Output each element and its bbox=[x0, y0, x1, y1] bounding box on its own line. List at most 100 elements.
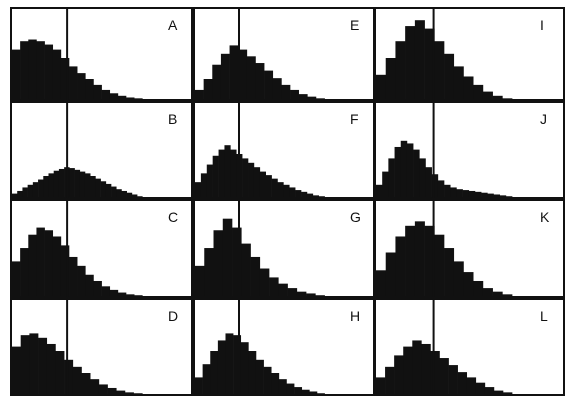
bar-j-9 bbox=[425, 167, 432, 198]
bar-k-14 bbox=[502, 294, 513, 297]
bar-d-6 bbox=[55, 351, 65, 395]
bar-e-2 bbox=[203, 79, 213, 100]
bar-j-12 bbox=[444, 184, 451, 198]
bar-f-5 bbox=[218, 149, 225, 198]
panel-frame-b bbox=[10, 101, 193, 199]
bar-j-15 bbox=[462, 190, 470, 198]
bar-j-4 bbox=[394, 146, 402, 198]
bar-f-9 bbox=[242, 158, 249, 198]
bar-j-18 bbox=[481, 192, 488, 198]
bar-e-7 bbox=[246, 56, 256, 100]
bar-i-1 bbox=[376, 74, 387, 100]
bar-g-9 bbox=[269, 277, 279, 297]
bar-f-1 bbox=[195, 182, 202, 198]
panel-h: H bbox=[193, 298, 375, 396]
bar-a-6 bbox=[52, 49, 62, 100]
panel-l: L bbox=[374, 298, 565, 396]
bar-k-8 bbox=[444, 248, 455, 297]
panel-e: E bbox=[193, 7, 375, 101]
bar-a-5 bbox=[44, 44, 54, 100]
bar-e-11 bbox=[281, 84, 291, 100]
bar-c-15 bbox=[126, 294, 135, 297]
bar-f-15 bbox=[277, 182, 284, 198]
bar-g-3 bbox=[213, 230, 224, 297]
bar-i-8 bbox=[444, 53, 455, 100]
bar-j-1 bbox=[376, 184, 383, 198]
bar-h-4 bbox=[217, 340, 226, 395]
bar-d-5 bbox=[46, 343, 56, 395]
bar-e-14 bbox=[307, 96, 317, 100]
bar-h-11 bbox=[271, 373, 280, 395]
bar-f-18 bbox=[295, 190, 302, 198]
bar-b-8 bbox=[48, 173, 54, 198]
bar-d-8 bbox=[72, 366, 82, 395]
bar-a-14 bbox=[117, 95, 127, 100]
bar-c-14 bbox=[117, 292, 127, 297]
bar-g-6 bbox=[241, 243, 251, 297]
bar-h-12 bbox=[278, 379, 287, 395]
bar-k-9 bbox=[453, 261, 464, 297]
bar-f-13 bbox=[265, 175, 272, 198]
bar-j-10 bbox=[431, 174, 439, 198]
bar-b-13 bbox=[74, 169, 81, 198]
bar-c-6 bbox=[52, 236, 62, 297]
bar-d-13 bbox=[116, 390, 126, 395]
bar-a-3 bbox=[28, 39, 37, 100]
bar-j-19 bbox=[487, 193, 494, 198]
bar-h-6 bbox=[233, 335, 242, 395]
bar-b-22 bbox=[121, 190, 127, 198]
bar-b-12 bbox=[69, 168, 75, 198]
panel-label-d: D bbox=[168, 308, 178, 324]
bar-i-2 bbox=[385, 58, 396, 100]
bar-c-13 bbox=[109, 289, 119, 297]
bar-f-21 bbox=[312, 195, 320, 198]
bar-g-8 bbox=[259, 268, 270, 297]
bar-b-3 bbox=[22, 187, 28, 198]
panel-f: F bbox=[193, 101, 375, 199]
bar-j-6 bbox=[406, 143, 414, 198]
bar-b-16 bbox=[90, 176, 96, 198]
bar-i-4 bbox=[405, 26, 416, 100]
bar-a-7 bbox=[60, 58, 70, 100]
bar-e-6 bbox=[238, 49, 248, 100]
bar-h-5 bbox=[225, 333, 234, 395]
bar-f-19 bbox=[301, 191, 308, 198]
bar-k-12 bbox=[482, 288, 493, 297]
bar-b-20 bbox=[111, 186, 117, 198]
bar-c-12 bbox=[101, 286, 111, 297]
panel-b: B bbox=[10, 101, 193, 199]
bar-c-2 bbox=[20, 248, 29, 297]
bar-e-13 bbox=[298, 94, 308, 100]
bar-c-1 bbox=[12, 261, 21, 297]
panel-label-l: L bbox=[540, 308, 548, 324]
bar-f-3 bbox=[206, 164, 213, 198]
bar-j-5 bbox=[400, 140, 408, 198]
bar-h-16 bbox=[309, 391, 318, 395]
bar-d-1 bbox=[12, 346, 21, 395]
bar-b-7 bbox=[43, 176, 49, 198]
bar-k-11 bbox=[473, 280, 484, 297]
bar-l-10 bbox=[457, 372, 468, 395]
bar-b-19 bbox=[105, 183, 112, 198]
bar-b-21 bbox=[116, 189, 122, 198]
bar-f-11 bbox=[253, 167, 261, 198]
bar-b-4 bbox=[27, 184, 34, 198]
bar-e-1 bbox=[195, 89, 204, 100]
bar-l-5 bbox=[412, 340, 422, 395]
bar-e-10 bbox=[272, 78, 282, 100]
panel-k: K bbox=[374, 199, 565, 298]
panel-label-h: H bbox=[350, 308, 360, 324]
bar-f-20 bbox=[306, 193, 314, 198]
bar-k-10 bbox=[463, 272, 474, 297]
panel-i: I bbox=[374, 7, 565, 101]
bar-a-11 bbox=[93, 84, 102, 100]
bar-a-8 bbox=[69, 66, 78, 100]
bar-e-12 bbox=[290, 89, 299, 100]
bar-i-12 bbox=[482, 91, 493, 100]
bar-d-4 bbox=[38, 337, 48, 395]
bar-e-5 bbox=[229, 45, 239, 100]
bar-h-15 bbox=[301, 389, 310, 395]
bar-f-4 bbox=[212, 155, 219, 198]
panel-g: G bbox=[193, 199, 375, 298]
bar-c-5 bbox=[44, 230, 54, 297]
